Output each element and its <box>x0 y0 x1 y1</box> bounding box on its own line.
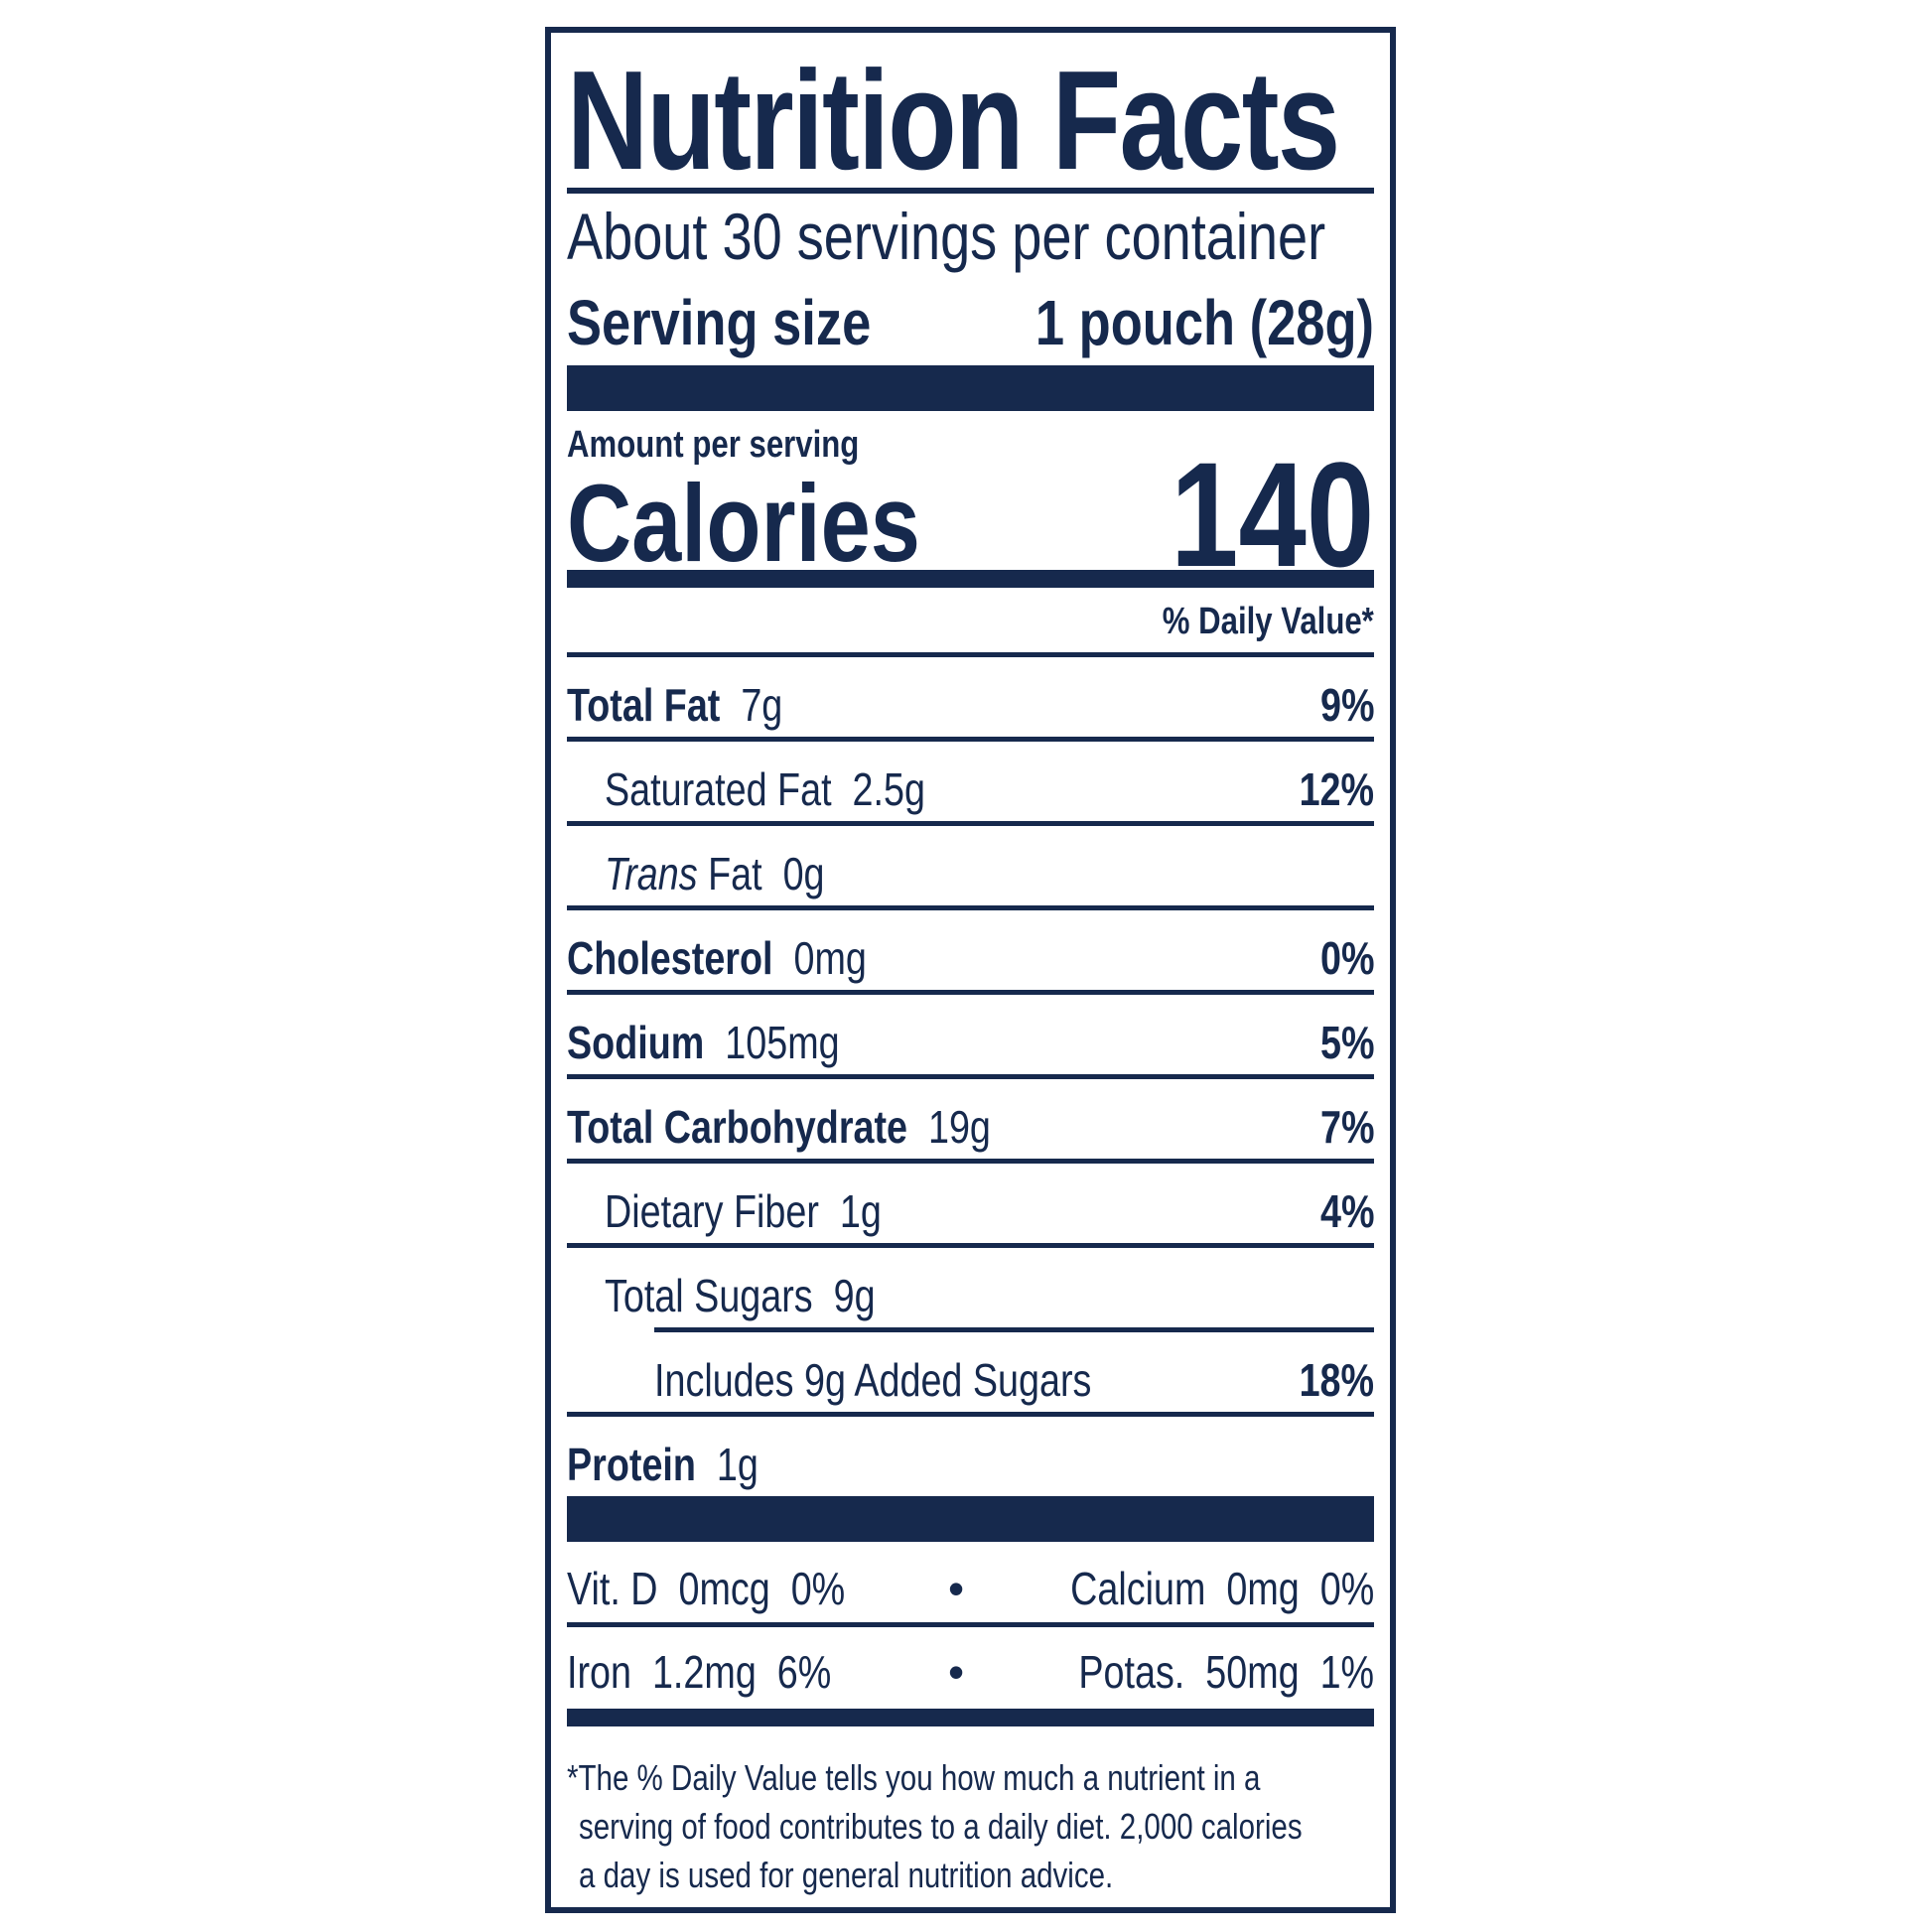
amount-per-serving: Amount per serving <box>567 424 860 466</box>
serving-size-label: Serving size <box>567 287 872 358</box>
micronutrient-left: Iron 1.2mg 6% <box>567 1646 832 1698</box>
divider <box>567 821 1374 826</box>
footnote-line: serving of food contributes to a daily d… <box>579 1806 1303 1847</box>
nutrient-amount: 105mg <box>725 1017 840 1068</box>
divider <box>567 905 1374 910</box>
nutrient-amount: 7g <box>741 679 783 731</box>
footnote-line: *The % Daily Value tells you how much a … <box>567 1757 1261 1798</box>
title: Nutrition Facts <box>567 42 1340 200</box>
serving-size-value: 1 pouch (28g) <box>1035 287 1374 358</box>
nutrient-name: Fat <box>708 848 762 899</box>
divider <box>567 652 1374 657</box>
thick-divider <box>567 1496 1374 1542</box>
divider <box>567 1622 1374 1627</box>
nutrient-amount: 0mg <box>793 932 867 984</box>
nutrient-name: Total Carbohydrate <box>567 1101 908 1153</box>
nutrient-dv: 12% <box>1299 763 1374 815</box>
nutrient-dv: 4% <box>1319 1185 1374 1237</box>
nutrient-amount: 9g <box>833 1270 876 1321</box>
medium-divider <box>567 570 1374 588</box>
micronutrient-right: Calcium 0mg 0% <box>1069 1563 1374 1614</box>
nutrient-name: Total Sugars <box>605 1270 813 1321</box>
servings-per-container: About 30 servings per container <box>567 200 1326 273</box>
nutrient-amount: 1g <box>716 1439 759 1490</box>
nutrient-name-italic: Trans <box>605 848 698 899</box>
bullet: • <box>948 1563 965 1614</box>
nutrient-amount: 1g <box>839 1185 882 1237</box>
nutrient-name: Dietary Fiber <box>605 1185 819 1237</box>
divider <box>567 1243 1374 1248</box>
nutrient-dv: 5% <box>1319 1017 1374 1068</box>
divider <box>654 1327 1374 1332</box>
divider <box>567 188 1374 194</box>
bullet: • <box>948 1646 965 1698</box>
calories-label: Calories <box>567 463 920 585</box>
nutrient-dv: 18% <box>1299 1354 1374 1406</box>
daily-value-header: % Daily Value* <box>1162 601 1374 642</box>
calories-value: 140 <box>1170 431 1374 598</box>
nutrient-name: Total Fat <box>567 679 721 731</box>
divider <box>567 1159 1374 1164</box>
nutrient-name: Sodium <box>567 1017 705 1068</box>
thick-divider <box>567 365 1374 411</box>
divider <box>567 1412 1374 1417</box>
nutrient-amount: 19g <box>927 1101 991 1153</box>
nutrient-dv: 0% <box>1319 932 1374 984</box>
nutrient-dv: 9% <box>1319 679 1374 731</box>
nutrient-name: Cholesterol <box>567 932 773 984</box>
nutrient-name: Saturated Fat <box>605 763 832 815</box>
micronutrient-right: Potas. 50mg 1% <box>1078 1646 1374 1698</box>
medium-divider <box>567 1709 1374 1726</box>
footnote-line: a day is used for general nutrition advi… <box>579 1855 1114 1895</box>
divider <box>567 737 1374 742</box>
divider <box>567 1074 1374 1079</box>
nutrient-dv: 7% <box>1319 1101 1374 1153</box>
nutrient-name: Protein <box>567 1439 696 1490</box>
nutrition-facts-label: Nutrition Facts About 30 servings per co… <box>545 27 1396 1913</box>
nutrient-amount: 0g <box>782 848 825 899</box>
nutrient-name: Includes 9g Added Sugars <box>654 1354 1092 1406</box>
micronutrient-left: Vit. D 0mcg 0% <box>567 1563 846 1614</box>
divider <box>567 990 1374 995</box>
nutrient-amount: 2.5g <box>852 763 925 815</box>
